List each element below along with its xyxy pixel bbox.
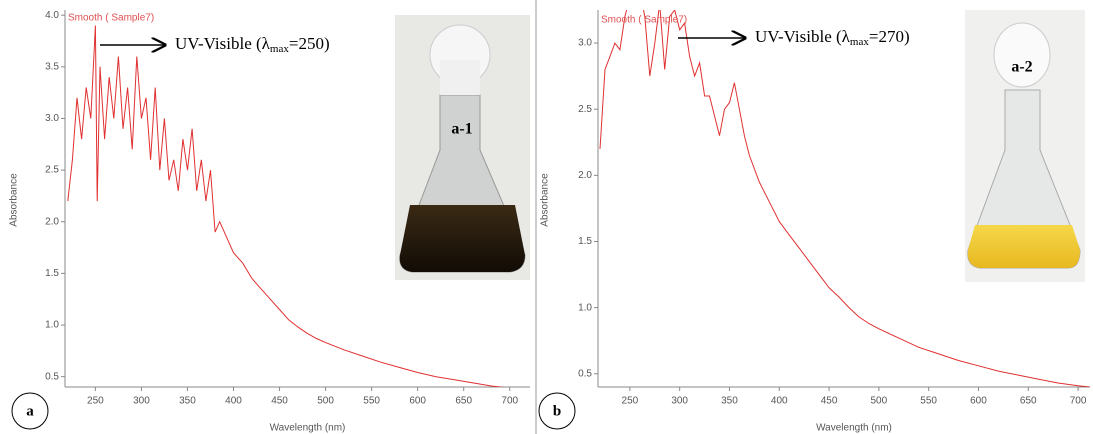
y-tick-label: 3.0: [45, 113, 59, 124]
y-tick-label: 1.0: [578, 302, 592, 313]
annotation-subscript: max: [850, 36, 869, 48]
annotation-subscript: max: [270, 43, 289, 55]
x-tick-label: 250: [622, 396, 639, 407]
photo-label: a-2: [1011, 59, 1032, 76]
annotation: UV-Visible (λmax=250): [175, 34, 330, 55]
panel-badge: [11, 392, 49, 430]
legend-label: Smooth ( Sample7): [68, 13, 154, 24]
x-tick-label: 550: [363, 396, 380, 407]
x-axis-label: Wavelength (nm): [816, 423, 892, 434]
y-tick-label: 0.5: [45, 371, 59, 382]
x-tick-label: 350: [179, 396, 196, 407]
photo: [395, 15, 530, 280]
x-tick-label: 250: [87, 396, 104, 407]
y-axis-label: Absorbance: [9, 173, 20, 227]
x-tick-label: 650: [455, 396, 472, 407]
annotation: UV-Visible (λmax=270): [755, 27, 910, 48]
x-tick-label: 300: [133, 396, 150, 407]
x-tick-label: 500: [871, 396, 888, 407]
panel-badge: [538, 392, 576, 430]
x-tick-label: 500: [317, 396, 334, 407]
y-tick-label: 3.5: [45, 61, 59, 72]
annotation-text: UV-Visible (λ: [755, 27, 851, 46]
y-tick-label: 3.0: [578, 38, 592, 49]
photo: [965, 10, 1085, 282]
x-tick-label: 400: [225, 396, 242, 407]
y-tick-label: 0.5: [578, 368, 592, 379]
y-tick-label: 1.5: [578, 236, 592, 247]
x-tick-label: 400: [771, 396, 788, 407]
annotation-suffix: =270): [869, 27, 910, 46]
annotation-text: UV-Visible (λ: [175, 34, 271, 53]
y-tick-label: 2.5: [578, 104, 592, 115]
x-tick-label: 600: [970, 396, 987, 407]
x-axis-label: Wavelength (nm): [270, 423, 346, 434]
x-tick-label: 350: [721, 396, 738, 407]
x-tick-label: 650: [1020, 396, 1037, 407]
x-tick-label: 450: [821, 396, 838, 407]
panel-label: b: [553, 403, 561, 419]
y-tick-label: 2.5: [45, 165, 59, 176]
x-tick-label: 450: [271, 396, 288, 407]
y-tick-label: 4.0: [45, 10, 59, 21]
x-tick-label: 600: [409, 396, 426, 407]
x-tick-label: 300: [671, 396, 688, 407]
panel-label: a: [26, 403, 34, 419]
photo-label: a-1: [451, 121, 472, 138]
legend-label: Smooth ( Sample7): [601, 15, 687, 26]
annotation-suffix: =250): [289, 34, 330, 53]
data-line: [599, 10, 1090, 387]
y-tick-label: 2.0: [45, 216, 59, 227]
x-tick-label: 700: [1070, 396, 1087, 407]
x-tick-label: 550: [920, 396, 937, 407]
x-tick-label: 700: [501, 396, 518, 407]
y-tick-label: 2.0: [578, 170, 592, 181]
y-tick-label: 1.5: [45, 268, 59, 279]
y-tick-label: 1.0: [45, 320, 59, 331]
data-line: [67, 25, 506, 387]
y-axis-label: Absorbance: [540, 173, 551, 227]
